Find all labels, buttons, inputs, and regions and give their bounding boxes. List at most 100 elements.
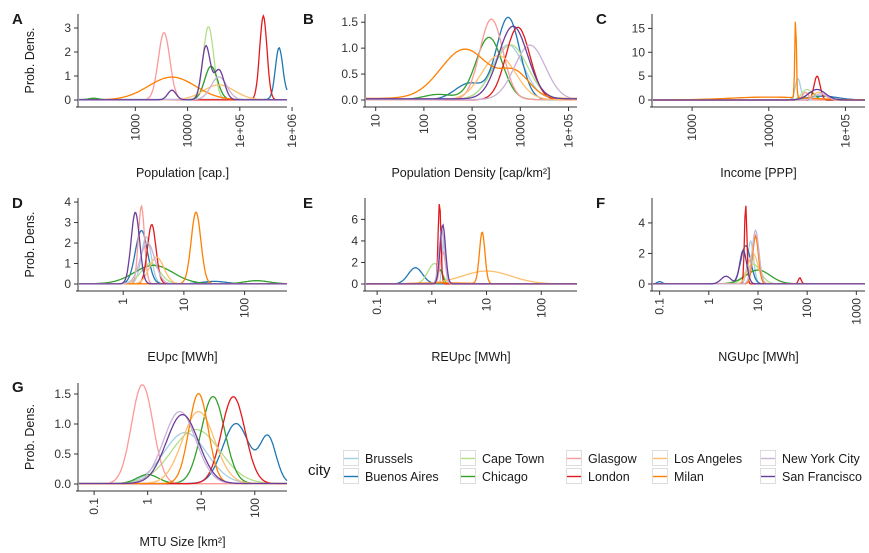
panel-a: A 0 1 2 3 1000 10000 1e+05 1e+06 Population [cap.…	[12, 11, 299, 180]
y-tick-label: 2	[351, 255, 358, 269]
y-tick-label: 0.0	[341, 93, 358, 107]
panel-d: D 0 1 2 3 4 1 10 100 EUpc [MWh] Prob. Dens.	[12, 195, 287, 364]
legend-key	[652, 468, 668, 484]
y-tick-label: 0	[64, 93, 71, 107]
density-line-new-york-city	[79, 410, 287, 485]
x-axis-title: Population [cap.]	[136, 166, 229, 180]
x-tick-label: 100	[238, 298, 252, 318]
panel-letter: B	[303, 11, 314, 28]
density-line-london	[79, 223, 287, 285]
panel-letter: C	[596, 11, 607, 28]
density-line-buenos-aires	[366, 267, 577, 285]
y-tick-label: 0.5	[54, 447, 71, 461]
x-axis-title: Population Density [cap/km²]	[391, 166, 550, 180]
legend-key	[343, 450, 359, 466]
density-line-cape-town	[79, 428, 287, 485]
y-axis-title: Prob. Dens.	[23, 404, 37, 470]
legend-label: New York City	[782, 452, 861, 466]
density-line-buenos-aires	[79, 229, 287, 285]
density-line-los-angeles	[366, 270, 577, 285]
x-tick-label: 1000	[685, 114, 699, 141]
legend-label: Chicago	[482, 470, 528, 484]
legend-key	[566, 450, 582, 466]
legend-label: London	[588, 470, 630, 484]
x-tick-label: 0.1	[653, 298, 667, 315]
x-tick-label: 1000	[849, 298, 863, 325]
x-axis-title: NGUpc [MWh]	[718, 350, 799, 364]
legend-key	[343, 468, 359, 484]
density-line-san-francisco	[79, 211, 287, 285]
y-tick-label: 5	[638, 69, 645, 83]
density-line-los-angeles	[79, 256, 287, 285]
panel-letter: A	[12, 11, 23, 28]
panel-letter: E	[303, 195, 313, 212]
y-tick-label: 0.0	[54, 477, 71, 491]
density-line-san-francisco	[653, 88, 865, 101]
density-line-cape-town	[366, 44, 578, 101]
density-line-san-francisco	[79, 413, 287, 485]
y-tick-label: 3	[64, 21, 71, 35]
x-tick-label: 1	[141, 498, 155, 505]
y-tick-label: 0	[64, 277, 71, 291]
x-axis-title: REUpc [MWh]	[431, 350, 510, 364]
x-tick-label: 10000	[513, 114, 527, 148]
y-tick-label: 1	[64, 257, 71, 271]
density-line-san-francisco	[366, 223, 577, 285]
density-line-brussels	[79, 65, 287, 101]
x-axis-title: Income [PPP]	[720, 166, 796, 180]
y-tick-label: 0.5	[341, 67, 358, 81]
density-line-chicago	[366, 36, 577, 101]
y-tick-label: 15	[632, 21, 646, 35]
y-tick-label: 4	[638, 216, 645, 230]
y-tick-label: 2	[638, 246, 645, 260]
x-tick-label: 1	[702, 298, 716, 305]
y-axis-title: Prob. Dens.	[23, 211, 37, 277]
density-line-brussels	[366, 235, 577, 285]
x-tick-label: 10	[480, 298, 494, 312]
density-line-brussels	[79, 235, 287, 285]
x-tick-label: 10000	[181, 114, 195, 148]
legend-title: city	[308, 462, 331, 479]
panel-letter: F	[596, 195, 605, 212]
y-tick-label: 0	[638, 277, 645, 291]
x-tick-label: 10	[369, 114, 383, 128]
density-line-los-angeles	[79, 410, 287, 485]
density-line-san-francisco	[366, 25, 577, 100]
legend-key	[652, 450, 668, 466]
legend-label: Los Angeles	[674, 452, 742, 466]
y-tick-label: 6	[351, 212, 358, 226]
legend-label: San Francisco	[782, 470, 862, 484]
x-tick-label: 10	[194, 498, 208, 512]
y-tick-label: 4	[64, 195, 71, 209]
y-tick-label: 0	[351, 277, 358, 291]
density-line-london	[79, 13, 287, 101]
density-line-milan	[366, 231, 577, 285]
y-tick-label: 1.0	[54, 417, 71, 431]
x-tick-label: 1e+05	[233, 114, 247, 148]
y-tick-label: 10	[632, 45, 646, 59]
legend-key	[566, 468, 582, 484]
x-tick-label: 10	[177, 298, 191, 312]
y-tick-label: 1.5	[341, 15, 358, 29]
y-tick-label: 1.0	[341, 41, 358, 55]
x-tick-label: 10000	[762, 114, 776, 148]
density-line-chicago	[79, 65, 287, 101]
density-line-milan	[653, 21, 865, 101]
y-tick-label: 1	[64, 69, 71, 83]
y-tick-label: 2	[64, 236, 71, 250]
x-tick-label: 0.1	[87, 498, 101, 515]
x-tick-label: 100	[417, 114, 431, 134]
density-line-chicago	[366, 269, 577, 285]
x-tick-label: 1	[116, 298, 130, 305]
density-line-london	[366, 204, 577, 285]
panel-b: B 0.0 0.5 1.0 1.5 10 100 1000 10000 1e+05 Populati…	[303, 11, 578, 180]
x-tick-label: 1e+05	[838, 114, 852, 148]
density-line-san-francisco	[653, 249, 865, 285]
panel-e: E 0 2 4 6 0.1 1 10 100 REUpc [MWh]	[303, 195, 577, 364]
x-tick-label: 1	[425, 298, 439, 305]
density-line-new-york-city	[366, 44, 578, 101]
legend-key	[760, 450, 776, 466]
legend-label: Milan	[674, 470, 704, 484]
y-tick-label: 3	[64, 216, 71, 230]
